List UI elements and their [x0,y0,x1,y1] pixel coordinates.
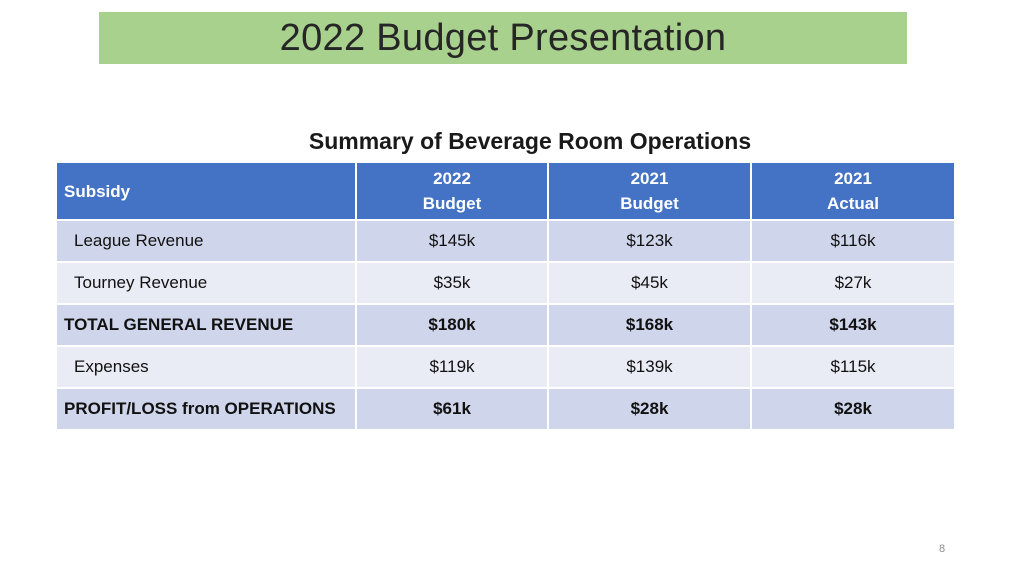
header-2021-actual: 2021 Actual [750,161,956,221]
table-row-total-revenue: TOTAL GENERAL REVENUE $180k $168k $143k [55,303,956,347]
cell-2022-budget: $145k [355,219,549,263]
page-number: 8 [938,543,946,555]
cell-2021-budget: $139k [547,345,752,389]
cell-2021-budget: $45k [547,261,752,305]
table-row: League Revenue $145k $123k $116k [55,219,956,263]
cell-2022-budget: $35k [355,261,549,305]
cell-2022-budget: $119k [355,345,549,389]
title-bar: 2022 Budget Presentation [99,12,907,64]
header-kind: Budget [620,194,679,213]
header-2021-budget: 2021 Budget [547,161,752,221]
table-row-profit-loss: PROFIT/LOSS from OPERATIONS $61k $28k $2… [55,387,956,431]
header-year: 2021 [630,169,669,188]
header-kind: Actual [827,194,879,213]
cell-2021-actual: $115k [750,345,956,389]
cell-2021-actual: $116k [750,219,956,263]
cell-2022-budget: $61k [355,387,549,431]
row-label: TOTAL GENERAL REVENUE [55,303,357,347]
header-year: 2021 [834,169,872,188]
cell-2021-budget: $123k [547,219,752,263]
header-subsidy: Subsidy [55,161,357,221]
row-label: Expenses [55,345,357,389]
summary-table: Subsidy 2022 Budget 2021 Budget 2021 Act… [55,161,956,431]
cell-2021-budget: $168k [547,303,752,347]
table-row: Expenses $119k $139k $115k [55,345,956,389]
table-header-row: Subsidy 2022 Budget 2021 Budget 2021 Act… [55,161,956,221]
table-caption: Summary of Beverage Room Operations [308,128,752,154]
header-2022-budget: 2022 Budget [355,161,549,221]
slide-title: 2022 Budget Presentation [279,17,727,59]
row-label: League Revenue [55,219,357,263]
table-row: Tourney Revenue $35k $45k $27k [55,261,956,305]
cell-2021-actual: $28k [750,387,956,431]
header-kind: Budget [422,194,482,213]
row-label: Tourney Revenue [55,261,357,305]
cell-2021-actual: $27k [750,261,956,305]
cell-2022-budget: $180k [355,303,549,347]
cell-2021-actual: $143k [750,303,956,347]
header-year: 2022 [433,169,471,188]
cell-2021-budget: $28k [547,387,752,431]
row-label: PROFIT/LOSS from OPERATIONS [55,387,357,431]
